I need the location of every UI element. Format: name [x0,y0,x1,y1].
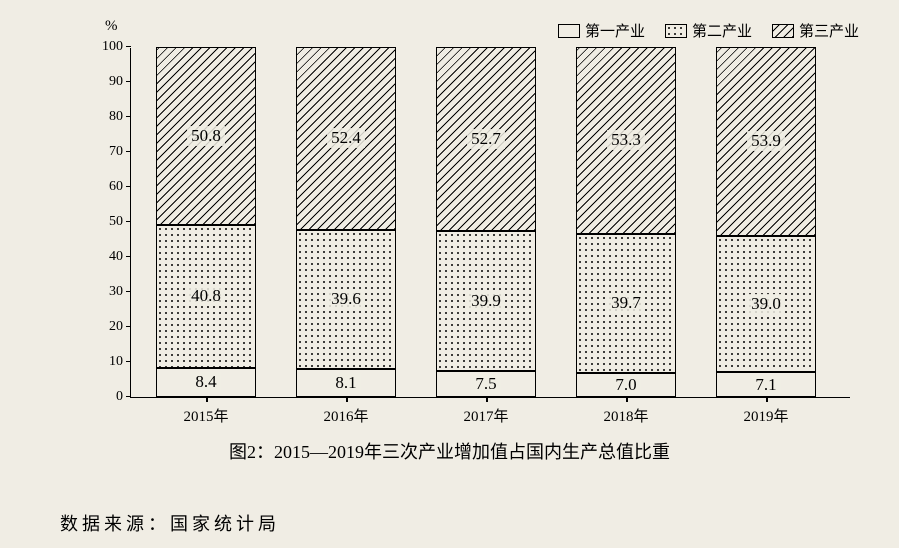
legend-item-s2: 第二产业 [665,20,752,41]
bar-value-label: 39.7 [607,293,645,313]
bar: 7.039.753.32018年 [576,48,676,397]
bar-segment-s2: 39.9 [436,231,536,371]
bar-value-label: 53.9 [747,131,785,151]
x-tick-mark [766,397,768,402]
legend-item-s1: 第一产业 [558,20,645,41]
y-tick-label: 90 [109,74,131,90]
legend-label: 第一产业 [585,20,645,41]
y-tick-label: 40 [109,249,131,265]
bar-value-label: 8.1 [331,373,360,393]
y-tick-label: 60 [109,179,131,195]
source-prefix: 数据来源： [60,514,170,534]
bar-value-label: 8.4 [191,372,220,392]
x-tick-mark [346,397,348,402]
y-tick-mark [126,46,131,48]
legend-swatch-blank [558,24,580,38]
y-tick-label: 80 [109,109,131,125]
legend-item-s3: 第三产业 [772,20,859,41]
bar-segment-s2: 40.8 [156,225,256,368]
legend-label: 第三产业 [799,20,859,41]
chart-caption: 图2：2015—2019年三次产业增加值占国内生产总值比重 [0,438,899,464]
bar-segment-s3: 50.8 [156,47,256,225]
bar-segment-s2: 39.7 [576,234,676,373]
x-tick-mark [626,397,628,402]
bar-segment-s2: 39.6 [296,230,396,369]
bar-segment-s1: 7.1 [716,372,816,397]
data-source: 数据来源：国家统计局 [60,510,280,536]
bar-segment-s3: 53.9 [716,47,816,236]
legend: 第一产业 第二产业 第三产业 [558,20,859,41]
y-axis-unit: % [105,18,118,35]
category-label: 2016年 [323,405,368,426]
category-label: 2015年 [183,405,228,426]
y-tick-label: 50 [109,214,131,230]
legend-swatch-hatch [772,24,794,38]
bar-segment-s1: 7.0 [576,373,676,398]
bar: 8.139.652.42016年 [296,48,396,397]
bar-segment-s3: 52.4 [296,47,396,230]
bar-value-label: 40.8 [187,286,225,306]
bar-segment-s1: 8.4 [156,368,256,397]
y-tick-label: 70 [109,144,131,160]
bar: 8.440.850.82015年 [156,48,256,397]
x-tick-mark [206,397,208,402]
bar-segment-s3: 52.7 [436,47,536,231]
bar-value-label: 53.3 [607,130,645,150]
category-label: 2019年 [743,405,788,426]
bar: 7.539.952.72017年 [436,48,536,397]
bar-value-label: 39.6 [327,289,365,309]
bar-segment-s1: 8.1 [296,369,396,397]
category-label: 2017年 [463,405,508,426]
y-tick-label: 30 [109,284,131,300]
bar-value-label: 52.4 [327,128,365,148]
bar-value-label: 7.5 [471,374,500,394]
bar-segment-s3: 53.3 [576,47,676,234]
legend-swatch-dots [665,24,687,38]
x-tick-mark [486,397,488,402]
y-tick-label: 20 [109,319,131,335]
bar-segment-s1: 7.5 [436,371,536,397]
y-tick-label: 100 [102,39,131,55]
bar: 7.139.053.92019年 [716,48,816,397]
legend-label: 第二产业 [692,20,752,41]
bar-segment-s2: 39.0 [716,236,816,373]
bar-value-label: 7.1 [751,375,780,395]
category-label: 2018年 [603,405,648,426]
y-tick-label: 10 [109,354,131,370]
bar-value-label: 39.0 [747,294,785,314]
bar-value-label: 52.7 [467,129,505,149]
bar-value-label: 50.8 [187,126,225,146]
bar-value-label: 7.0 [611,375,640,395]
source-value: 国家统计局 [170,514,280,534]
bar-value-label: 39.9 [467,291,505,311]
y-tick-label: 0 [116,389,131,405]
plot-area: 0102030405060708090100 8.440.850.82015年8… [130,48,850,398]
